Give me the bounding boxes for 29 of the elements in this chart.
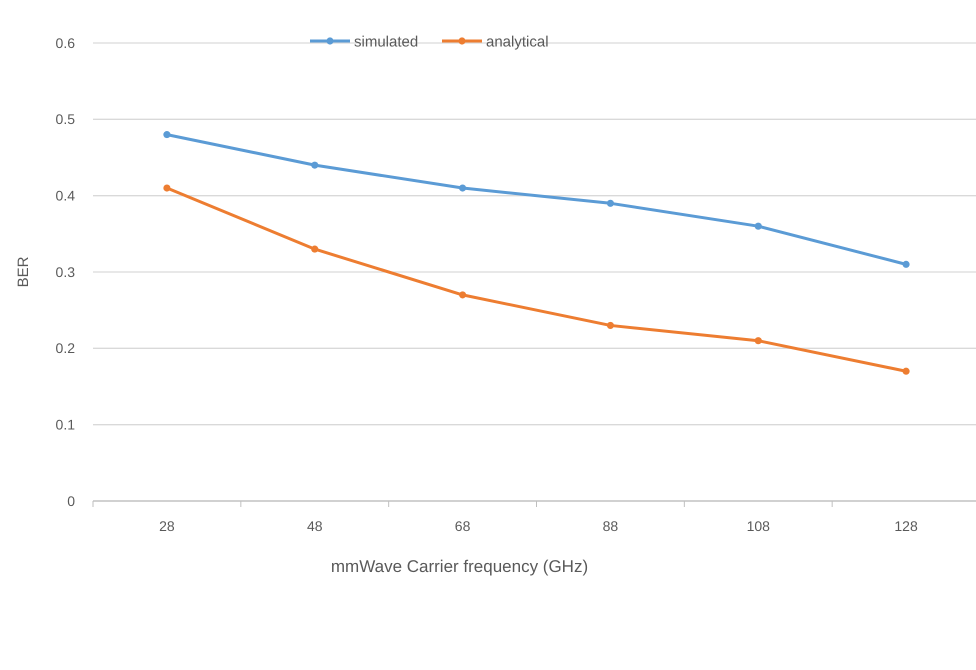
point	[459, 184, 466, 192]
point	[606, 322, 614, 329]
point	[163, 184, 170, 192]
x-tick-label: 68	[454, 518, 471, 534]
point	[459, 291, 466, 298]
y-axis-title: BER	[15, 256, 32, 288]
x-tick-label: 88	[602, 518, 618, 534]
legend-label: simulated	[354, 33, 418, 50]
point	[606, 200, 614, 207]
y-tick-label: 0.3	[56, 264, 76, 280]
x-tick-label: 28	[159, 518, 175, 534]
point	[754, 222, 762, 230]
point	[754, 337, 762, 344]
x-axis-title: mmWave Carrier frequency (GHz)	[330, 557, 588, 576]
x-tick-label: 128	[894, 518, 918, 534]
y-tick-label: 0.4	[56, 188, 76, 204]
y-tick-label: 0.1	[56, 416, 76, 433]
legend-label: analytical	[486, 33, 549, 50]
y-tick-label: 0.2	[56, 340, 76, 356]
point	[163, 131, 170, 138]
point	[311, 162, 318, 169]
x-tick-label: 48	[306, 518, 323, 534]
point	[902, 260, 910, 268]
point	[902, 368, 910, 375]
y-tick-label: 0	[67, 492, 76, 509]
point	[311, 246, 318, 253]
x-tick-label: 108	[746, 518, 770, 534]
y-tick-label: 0.6	[56, 34, 76, 51]
y-tick-label: 0.5	[56, 111, 76, 128]
